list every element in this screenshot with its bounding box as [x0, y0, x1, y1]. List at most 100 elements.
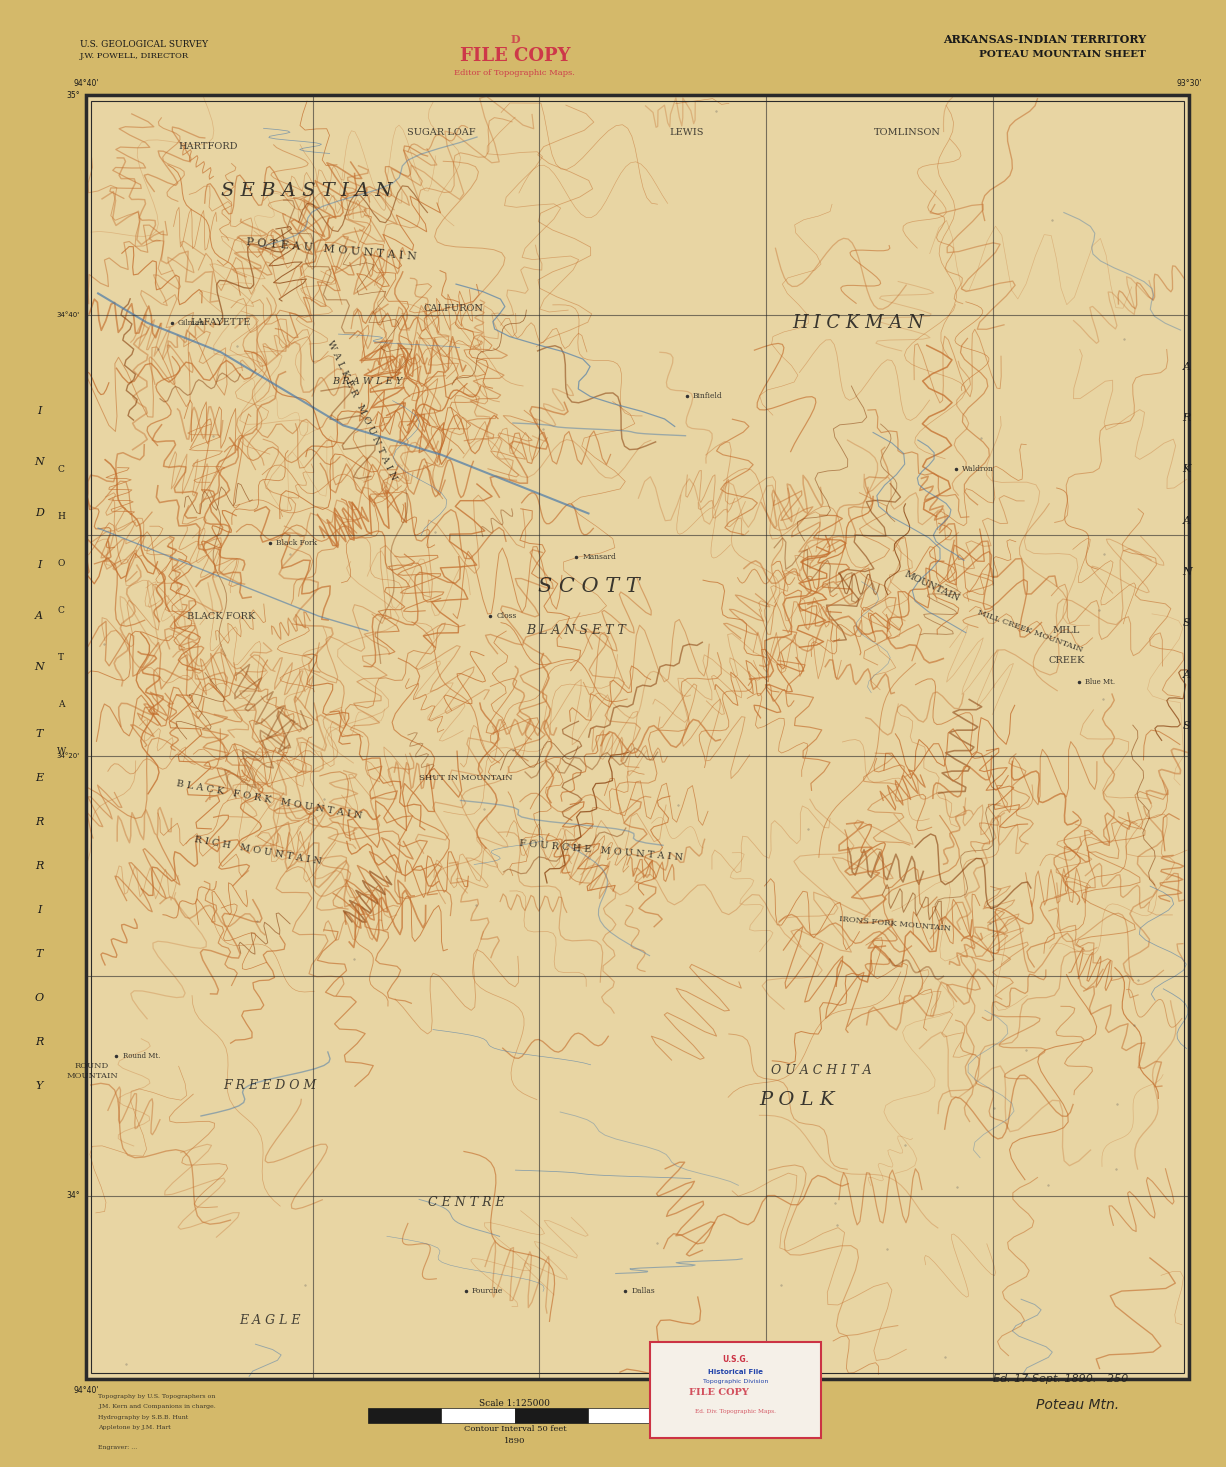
Text: C E N T R E: C E N T R E	[428, 1197, 504, 1209]
Text: Topography by U.S. Topographers on: Topography by U.S. Topographers on	[98, 1394, 216, 1400]
Text: T: T	[36, 949, 43, 958]
Text: C: C	[58, 606, 65, 615]
Text: Hydrography by S.B.B. Hunt: Hydrography by S.B.B. Hunt	[98, 1414, 189, 1420]
Text: Waldron: Waldron	[962, 465, 994, 474]
Text: U.S.G.: U.S.G.	[722, 1356, 749, 1364]
Text: E: E	[36, 773, 43, 782]
Text: 94°40': 94°40'	[74, 79, 98, 88]
Text: S: S	[1183, 722, 1190, 731]
Text: Ed. Div. Topographic Maps.: Ed. Div. Topographic Maps.	[695, 1408, 776, 1414]
Text: C: C	[58, 465, 65, 474]
Text: B R A W L E Y: B R A W L E Y	[332, 377, 403, 386]
Text: J.W. POWELL, DIRECTOR: J.W. POWELL, DIRECTOR	[80, 51, 189, 60]
Text: Closs: Closs	[497, 612, 517, 621]
Text: FILE COPY: FILE COPY	[460, 47, 570, 65]
Bar	[91, 101, 1184, 1373]
Text: D: D	[510, 34, 520, 45]
Text: Contour Interval 50 feet: Contour Interval 50 feet	[463, 1424, 566, 1433]
Text: Y: Y	[36, 1081, 43, 1090]
Text: Fourche: Fourche	[472, 1287, 504, 1295]
Text: IRONS FORK MOUNTAIN: IRONS FORK MOUNTAIN	[839, 915, 951, 933]
Bar	[368, 1408, 441, 1423]
Text: MILL: MILL	[1053, 626, 1080, 635]
Bar	[588, 1408, 662, 1423]
Text: F R E E D O M: F R E E D O M	[223, 1080, 316, 1091]
Text: POTEAU MOUNTAIN SHEET: POTEAU MOUNTAIN SHEET	[980, 50, 1146, 59]
Bar	[662, 1408, 736, 1423]
Text: T: T	[36, 729, 43, 738]
Text: LEWIS: LEWIS	[669, 128, 704, 136]
Text: Engraver: ...: Engraver: ...	[98, 1445, 137, 1451]
Bar	[86, 95, 1189, 1379]
Text: Scale 1:125000: Scale 1:125000	[479, 1400, 550, 1408]
Text: 94°40': 94°40'	[74, 1386, 98, 1395]
Text: Round Mt.: Round Mt.	[123, 1052, 159, 1061]
Text: Ed. 17 Sept. 1890.   250: Ed. 17 Sept. 1890. 250	[993, 1375, 1128, 1383]
Text: Appletone by J.M. Hart: Appletone by J.M. Hart	[98, 1424, 170, 1430]
Text: MILL CREEK MOUNTAIN: MILL CREEK MOUNTAIN	[976, 607, 1084, 654]
Text: LAFAYETTE: LAFAYETTE	[190, 318, 251, 327]
Text: A: A	[1183, 362, 1190, 371]
Bar	[441, 1408, 515, 1423]
Text: HARTFORD: HARTFORD	[179, 142, 238, 151]
Text: R: R	[36, 861, 43, 870]
Text: A: A	[1183, 516, 1190, 525]
Text: 34°40': 34°40'	[56, 312, 80, 318]
Text: Editor of Topographic Maps.: Editor of Topographic Maps.	[455, 69, 575, 78]
Text: I: I	[37, 406, 42, 415]
Text: TOMLINSON: TOMLINSON	[874, 128, 940, 136]
Text: 1890: 1890	[504, 1436, 526, 1445]
Text: Black Fork: Black Fork	[276, 538, 316, 547]
Text: I: I	[37, 560, 42, 569]
Text: U.S. GEOLOGICAL SURVEY: U.S. GEOLOGICAL SURVEY	[80, 40, 208, 48]
Text: Binfield: Binfield	[693, 392, 722, 400]
Text: BLACK FORK: BLACK FORK	[186, 612, 255, 621]
Text: O: O	[58, 559, 65, 568]
Text: E A G L E: E A G L E	[239, 1314, 300, 1326]
Text: MOUNTAIN: MOUNTAIN	[902, 571, 961, 603]
Text: N: N	[34, 458, 44, 467]
Bar	[86, 95, 1189, 1379]
Text: SUGAR LOAF: SUGAR LOAF	[407, 128, 476, 136]
Text: SHUT IN MOUNTAIN: SHUT IN MOUNTAIN	[419, 773, 512, 782]
Text: Blue Mt.: Blue Mt.	[1085, 678, 1116, 687]
Bar	[515, 1408, 588, 1423]
Text: J.M. Kern and Companions in charge.: J.M. Kern and Companions in charge.	[98, 1404, 216, 1410]
Text: 34°: 34°	[66, 1191, 80, 1200]
Text: W A L K E R   M O U N T A I N: W A L K E R M O U N T A I N	[325, 339, 398, 483]
Text: A: A	[36, 612, 43, 621]
Text: Topographic Division: Topographic Division	[702, 1379, 769, 1385]
Text: F O U R C H E   M O U N T A I N: F O U R C H E M O U N T A I N	[519, 839, 683, 863]
FancyBboxPatch shape	[650, 1342, 821, 1438]
Text: Historical File: Historical File	[709, 1369, 763, 1375]
Text: R: R	[1183, 414, 1190, 422]
Text: B L A N S E T T: B L A N S E T T	[526, 625, 626, 637]
Text: A: A	[58, 700, 65, 709]
Text: K: K	[1183, 465, 1190, 474]
Text: H: H	[58, 512, 65, 521]
Text: P O L K: P O L K	[759, 1091, 835, 1109]
Text: O: O	[34, 993, 44, 1002]
Text: R: R	[36, 1037, 43, 1046]
Text: Gilman: Gilman	[178, 318, 205, 327]
Text: T: T	[59, 653, 64, 662]
Text: ROUND
MOUNTAIN: ROUND MOUNTAIN	[66, 1062, 118, 1080]
Text: ARKANSAS-INDIAN TERRITORY: ARKANSAS-INDIAN TERRITORY	[943, 34, 1146, 45]
Text: O U A C H I T A: O U A C H I T A	[771, 1065, 872, 1077]
Text: CREEK: CREEK	[1048, 656, 1085, 665]
Text: I: I	[37, 905, 42, 914]
Text: 93°30': 93°30'	[1177, 79, 1201, 88]
Text: FILE COPY: FILE COPY	[689, 1388, 749, 1397]
Text: N: N	[1182, 568, 1192, 577]
Text: 35°: 35°	[66, 91, 80, 100]
Text: S E B A S T I A N: S E B A S T I A N	[221, 182, 392, 200]
Text: Dallas: Dallas	[631, 1287, 655, 1295]
Text: B L A C K   F O R K   M O U N T A I N: B L A C K F O R K M O U N T A I N	[177, 779, 363, 820]
Text: R I C H   M O U N T A I N: R I C H M O U N T A I N	[194, 835, 321, 867]
Text: S: S	[1183, 619, 1190, 628]
Text: Mansard: Mansard	[582, 553, 617, 562]
Text: H I C K M A N: H I C K M A N	[792, 314, 924, 332]
Text: D: D	[34, 509, 44, 518]
Text: P O T E A U   M O U N T A I N: P O T E A U M O U N T A I N	[245, 238, 417, 261]
Text: A: A	[1183, 670, 1190, 679]
